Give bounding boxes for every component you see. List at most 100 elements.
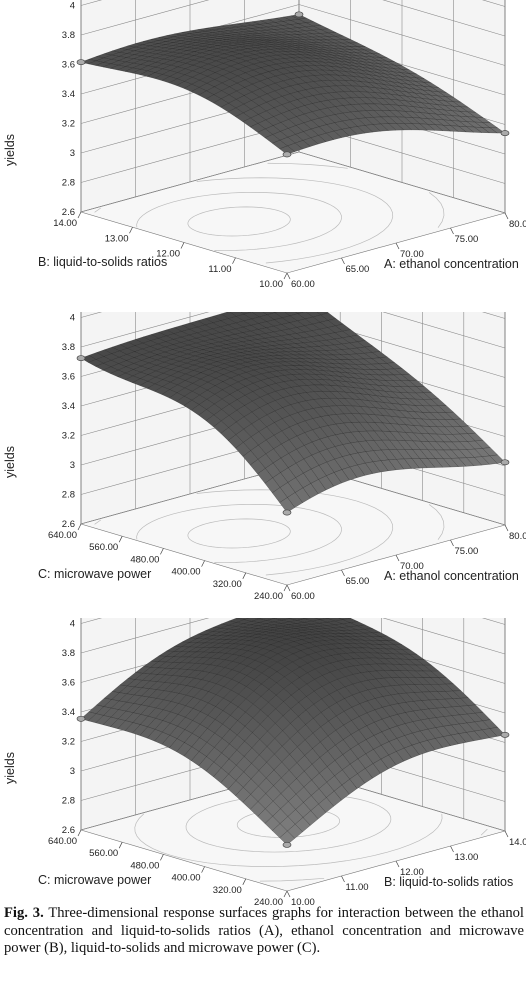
design-point-marker bbox=[76, 59, 86, 66]
x-tick-label: 60.00 bbox=[291, 279, 315, 290]
y-axis-title: C: microwave power bbox=[38, 873, 151, 887]
y-axis-title: B: liquid-to-solids ratios bbox=[38, 255, 167, 269]
y-tick-label: 480.00 bbox=[130, 860, 159, 871]
x-tick-mark bbox=[450, 845, 454, 853]
contour-line bbox=[214, 511, 342, 563]
x-tick-label: 80.00 bbox=[509, 219, 526, 230]
contour-line bbox=[428, 504, 445, 540]
chart-panel-b: 60.00 65.00 70.00 75.00 80.00 240.00 320.00 400… bbox=[0, 312, 526, 602]
y-tick-mark bbox=[232, 257, 236, 264]
z-axis-title: yields bbox=[3, 752, 17, 784]
y-tick-label: 640.00 bbox=[48, 836, 77, 847]
surface-chart-c: 10.00 11.00 12.00 13.00 14.00 240.00 320.00 400… bbox=[3, 618, 526, 909]
x-tick-label: 65.00 bbox=[346, 576, 370, 587]
z-tick-label: 3.2 bbox=[62, 737, 75, 748]
y-tick-mark bbox=[77, 523, 82, 531]
z-tick-label: 3.2 bbox=[62, 119, 75, 130]
contour-line bbox=[480, 828, 488, 836]
y-tick-mark bbox=[118, 842, 123, 849]
x-tick-label: 11.00 bbox=[346, 882, 369, 893]
x-tick-mark bbox=[450, 227, 454, 235]
x-tick-mark bbox=[504, 830, 509, 838]
surface-patch bbox=[279, 145, 296, 155]
x-tick-label: 60.00 bbox=[291, 591, 315, 602]
y-tick-label: 240.00 bbox=[254, 897, 283, 908]
x-tick-label: 10.00 bbox=[291, 897, 315, 908]
x-tick-label: 70.00 bbox=[400, 561, 424, 572]
y-tick-label: 480.00 bbox=[130, 554, 159, 565]
y-tick-label: 320.00 bbox=[213, 885, 242, 896]
y-tick-mark bbox=[242, 572, 247, 579]
z-gridline bbox=[80, 0, 506, 37]
z-tick-label: 2.8 bbox=[62, 178, 75, 189]
y-tick-mark bbox=[160, 854, 164, 861]
design-points bbox=[76, 11, 510, 158]
response-surface bbox=[80, 14, 506, 155]
x-axis-title: A: ethanol concentration bbox=[384, 569, 519, 583]
y-tick-label: 560.00 bbox=[89, 542, 118, 553]
design-point-marker bbox=[76, 355, 86, 362]
surface-patch bbox=[279, 497, 295, 513]
tick-labels: 10.00 11.00 12.00 13.00 14.00 240.00 320.00 400… bbox=[48, 619, 526, 909]
tick-labels: 60.00 65.00 70.00 75.00 80.00 240.00 320.00 400… bbox=[48, 313, 526, 603]
design-point-marker bbox=[76, 715, 86, 722]
y-tick-mark bbox=[129, 227, 133, 234]
x-tick-mark bbox=[286, 890, 291, 898]
y-tick-mark bbox=[283, 272, 288, 280]
z-tick-label: 3.4 bbox=[62, 401, 75, 412]
tick-labels: 60.00 65.00 70.00 75.00 80.00 10.00 11.00 12.00… bbox=[53, 1, 526, 291]
z-tick-label: 3.6 bbox=[62, 60, 75, 71]
z-tick-label: 3.4 bbox=[62, 707, 75, 718]
x-axis-title: A: ethanol concentration bbox=[384, 257, 519, 271]
contour-line bbox=[267, 162, 348, 169]
x-tick-mark bbox=[450, 539, 454, 547]
caption-text: Three-dimensional response surfaces grap… bbox=[4, 905, 524, 956]
figure-caption: Fig. 3. Three-dimensional response surfa… bbox=[4, 905, 524, 958]
design-point-marker bbox=[294, 11, 304, 18]
y-tick-mark bbox=[242, 878, 247, 885]
y-tick-label: 10.00 bbox=[259, 279, 283, 290]
x-axis-title: B: liquid-to-solids ratios bbox=[384, 875, 513, 889]
y-tick-mark bbox=[118, 536, 123, 543]
z-tick-label: 3.2 bbox=[62, 431, 75, 442]
z-axis-title: yields bbox=[3, 134, 17, 166]
x-tick-mark bbox=[395, 860, 400, 868]
z-tick-label: 4 bbox=[70, 313, 75, 324]
x-tick-label: 75.00 bbox=[455, 234, 479, 245]
chart-panel-a: 60.00 65.00 70.00 75.00 80.00 10.00 11.00 12.00… bbox=[0, 0, 526, 290]
y-tick-mark bbox=[180, 242, 185, 249]
y-tick-label: 320.00 bbox=[213, 579, 242, 590]
design-point-marker bbox=[282, 151, 292, 158]
contour-line bbox=[187, 518, 291, 549]
surface-patch bbox=[301, 618, 310, 619]
design-point-marker bbox=[500, 459, 510, 466]
surface-chart-a: 60.00 65.00 70.00 75.00 80.00 10.00 11.00 12.00… bbox=[3, 0, 526, 291]
contour-line bbox=[214, 199, 342, 251]
y-tick-label: 400.00 bbox=[172, 873, 201, 884]
contour-line bbox=[265, 188, 394, 264]
x-tick-mark bbox=[395, 554, 400, 562]
contour-line bbox=[260, 877, 325, 882]
y-tick-mark bbox=[283, 584, 288, 592]
z-tick-label: 3.4 bbox=[62, 89, 75, 100]
contour-line bbox=[187, 206, 291, 237]
z-tick-label: 3.6 bbox=[62, 372, 75, 383]
surface-patch bbox=[279, 830, 295, 846]
contour-line bbox=[94, 207, 102, 213]
x-tick-mark bbox=[341, 875, 345, 883]
z-gridline bbox=[80, 618, 506, 655]
y-tick-label: 11.00 bbox=[208, 264, 231, 275]
x-tick-label: 75.00 bbox=[455, 546, 479, 557]
y-tick-label: 12.00 bbox=[156, 249, 180, 260]
y-tick-mark bbox=[77, 211, 82, 219]
x-tick-label: 65.00 bbox=[346, 264, 370, 275]
y-tick-mark bbox=[160, 548, 164, 555]
surface-patch bbox=[254, 618, 263, 620]
x-tick-label: 80.00 bbox=[509, 531, 526, 542]
y-axis-title: C: microwave power bbox=[38, 567, 151, 581]
design-points bbox=[76, 355, 510, 516]
x-tick-label: 70.00 bbox=[400, 249, 424, 260]
z-tick-label: 3.6 bbox=[62, 678, 75, 689]
contour-line bbox=[265, 500, 394, 576]
z-tick-label: 3.8 bbox=[62, 30, 75, 41]
